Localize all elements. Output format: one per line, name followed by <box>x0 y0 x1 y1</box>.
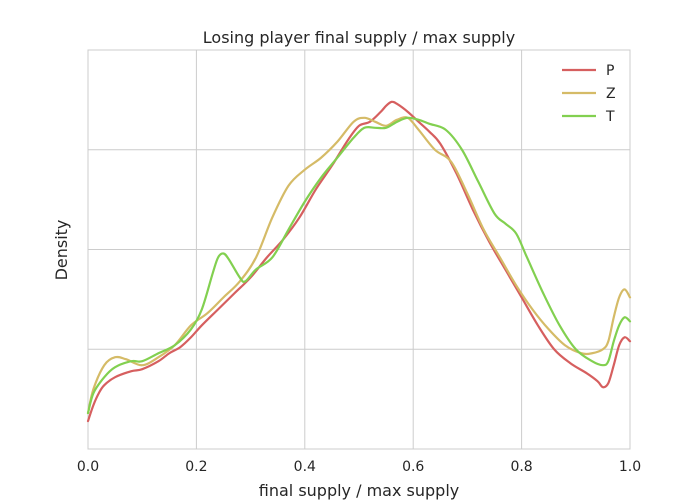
x-tick-label: 0.6 <box>402 459 424 475</box>
x-tick-label: 0.0 <box>77 459 99 475</box>
grid-lines <box>87 49 631 450</box>
x-tick-label: 0.2 <box>185 459 207 475</box>
x-tick-labels: 0.0 0.2 0.4 0.6 0.8 1.0 <box>77 459 641 475</box>
chart-title: Losing player final supply / max supply <box>203 28 515 47</box>
series-line-p <box>86 100 632 423</box>
series-lines <box>86 100 632 423</box>
legend: PZT <box>562 63 616 125</box>
x-tick-label: 0.4 <box>294 459 316 475</box>
legend-label-p: P <box>606 63 614 79</box>
x-tick-label: 0.8 <box>510 459 532 475</box>
legend-label-z: Z <box>606 86 616 102</box>
y-axis-label: Density <box>52 220 71 281</box>
x-tick-label: 1.0 <box>619 459 641 475</box>
x-axis-label: final supply / max supply <box>259 481 459 500</box>
series-line-t <box>86 116 632 415</box>
legend-label-t: T <box>605 109 615 125</box>
